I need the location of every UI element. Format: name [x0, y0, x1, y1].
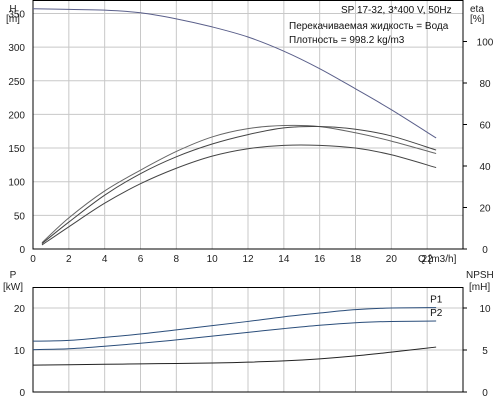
y-right-tick-label: 20 — [479, 204, 491, 215]
series-line-3 — [41, 125, 437, 245]
series-line-2 — [32, 320, 437, 351]
y-left-tick-label: 0 — [19, 388, 25, 399]
plot-frame — [32, 287, 464, 393]
x-tick-label: 8 — [174, 254, 180, 265]
y-left-tick-label: 10 — [14, 346, 26, 357]
x-tick-label: 18 — [350, 254, 362, 265]
series-label: P1 — [430, 295, 443, 306]
y-right-axis-label: NPSH — [466, 270, 494, 281]
y-left-tick-label: 150 — [8, 144, 25, 155]
y-left-tick-label: 0 — [19, 245, 25, 256]
y-left-axis-label: [kW] — [3, 282, 23, 293]
y-right-axis-label: [%] — [470, 14, 485, 25]
annotation-pump-model: SP 17-32, 3*400 V, 50Hz — [341, 5, 452, 16]
plot-frame — [32, 0, 464, 250]
annotation-density: Плотность = 998.2 kg/m3 — [289, 35, 405, 46]
series-line-2 — [41, 124, 437, 244]
series-line-3 — [32, 346, 437, 366]
x-tick-label: 16 — [314, 254, 326, 265]
x-tick-label: 0 — [30, 254, 36, 265]
x-tick-label: 12 — [242, 254, 254, 265]
y-right-axis-label: [mH] — [469, 282, 490, 293]
y-right-tick-label: 40 — [479, 162, 491, 173]
y-right-tick-label: 80 — [479, 79, 491, 90]
bottom-panel: 0 10 20 0 5 10 P[kW] NPSH[mH] P1 P2 — [3, 270, 494, 399]
y-left-tick-label: 100 — [8, 178, 25, 189]
annotation-liquid: Перекачиваемая жидкость = Вода — [289, 21, 449, 32]
x-tick-label: 14 — [278, 254, 290, 265]
y-right-tick-label: 0 — [482, 245, 488, 256]
x-tick-label: 22 — [422, 254, 434, 265]
y-left-tick-label: 20 — [14, 304, 26, 315]
y-left-axis-label: H — [9, 4, 16, 15]
y-right-tick-label: 0 — [482, 388, 488, 399]
series-line-4 — [41, 144, 437, 246]
y-right-axis-label: eta — [470, 4, 484, 15]
series-label: P2 — [430, 308, 443, 319]
y-right-tick-label: 100 — [477, 38, 494, 49]
y-right-tick-label: 10 — [479, 304, 491, 315]
y-left-tick-label: 250 — [8, 77, 25, 88]
series-line-1 — [32, 8, 437, 139]
top-panel: 0 2 4 6 8 10 12 14 16 18 20 22050100150200250300350… — [6, 0, 494, 265]
x-tick-label: 10 — [207, 254, 219, 265]
y-right-tick-label: 5 — [482, 346, 488, 357]
y-left-axis-label: [m] — [6, 14, 20, 25]
y-left-axis-label: P — [10, 270, 17, 281]
series-line-1 — [32, 307, 437, 342]
y-left-tick-label: 300 — [8, 43, 25, 54]
annotations: SP 17-32, 3*400 V, 50Hz Перекачиваемая ж… — [289, 5, 452, 46]
x-tick-label: 6 — [138, 254, 144, 265]
y-right-tick-label: 60 — [479, 121, 491, 132]
y-left-tick-label: 50 — [14, 211, 26, 222]
x-tick-label: 20 — [386, 254, 398, 265]
x-tick-label: 4 — [102, 254, 108, 265]
y-left-tick-label: 200 — [8, 110, 25, 121]
y-left-tick-label: 350 — [8, 9, 25, 20]
x-axis-label: Q [m3/h] — [418, 254, 457, 265]
x-tick-label: 2 — [66, 254, 72, 265]
